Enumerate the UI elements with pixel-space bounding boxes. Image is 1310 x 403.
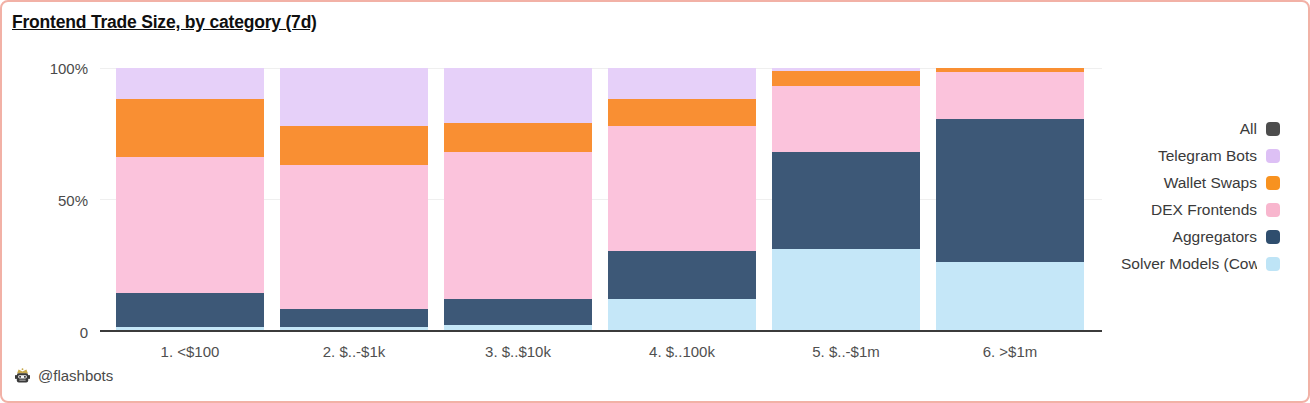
bar-segment-solver-models-cow[interactable]: [772, 249, 920, 330]
bar-segment-aggregators[interactable]: [116, 293, 264, 327]
legend-swatch-solver-models-cow: [1266, 257, 1280, 271]
chart-title: Frontend Trade Size, by category (7d): [12, 12, 317, 33]
plot-area: [100, 68, 1102, 332]
bar-segment-dex-frontends[interactable]: [608, 126, 756, 252]
bar-segment-solver-models-cow[interactable]: [116, 327, 264, 330]
bar-segment-wallet-swaps[interactable]: [280, 126, 428, 165]
bar-segment-dex-frontends[interactable]: [444, 152, 592, 299]
legend-item-aggregators[interactable]: Aggregators: [1121, 223, 1280, 250]
bar-segment-solver-models-cow[interactable]: [280, 327, 428, 330]
bar-5-1m[interactable]: [772, 68, 920, 330]
x-tick-label-6-1m: 6. >$1m: [936, 343, 1084, 360]
bar-segment-wallet-swaps[interactable]: [444, 123, 592, 152]
x-tick-label-1-100: 1. <$100: [116, 343, 264, 360]
legend-item-wallet-swaps[interactable]: Wallet Swaps: [1121, 169, 1280, 196]
legend-label: Wallet Swaps: [1164, 174, 1257, 192]
bar-segment-dex-frontends[interactable]: [116, 157, 264, 293]
x-tick-label-2-1k: 2. $..-$1k: [280, 343, 428, 360]
chart-card: Frontend Trade Size, by category (7d) 10…: [0, 0, 1310, 403]
bar-segment-dex-frontends[interactable]: [280, 165, 428, 309]
bar-2-1k[interactable]: [280, 68, 428, 330]
bar-segment-wallet-swaps[interactable]: [608, 99, 756, 125]
bar-4-100k[interactable]: [608, 68, 756, 330]
bar-segment-dex-frontends[interactable]: [772, 86, 920, 152]
bar-segment-aggregators[interactable]: [280, 309, 428, 327]
bar-segment-aggregators[interactable]: [444, 299, 592, 325]
legend-swatch-telegram-bots: [1266, 149, 1280, 163]
bar-segment-telegram-bots[interactable]: [116, 68, 264, 99]
bar-3-10k[interactable]: [444, 68, 592, 330]
legend-item-all[interactable]: All: [1121, 115, 1280, 142]
legend-label: All: [1240, 120, 1257, 138]
y-tick-label: 0: [40, 324, 88, 341]
legend-swatch-aggregators: [1266, 230, 1280, 244]
legend-swatch-dex-frontends: [1266, 203, 1280, 217]
bar-segment-aggregators[interactable]: [936, 119, 1084, 262]
y-tick-label: 100%: [40, 60, 88, 77]
x-tick-label-4-100k: 4. $..100k: [608, 343, 756, 360]
legend-label: Telegram Bots: [1158, 147, 1257, 165]
bar-segment-solver-models-cow[interactable]: [936, 262, 1084, 330]
legend-label: Aggregators: [1173, 228, 1257, 246]
attribution: @flashbots: [14, 367, 113, 384]
legend: All Telegram Bots Wallet Swaps DEX Frontend…: [1121, 115, 1280, 277]
y-tick-label: 50%: [40, 192, 88, 209]
legend-item-dex-frontends[interactable]: DEX Frontends: [1121, 196, 1280, 223]
bar-segment-wallet-swaps[interactable]: [116, 99, 264, 157]
bar-segment-telegram-bots[interactable]: [444, 68, 592, 123]
flashbots-crowned-robot-icon: [14, 367, 31, 384]
bar-segment-aggregators[interactable]: [608, 251, 756, 298]
x-tick-label-5-1m: 5. $..-$1m: [772, 343, 920, 360]
bar-1-100[interactable]: [116, 68, 264, 330]
legend-label: DEX Frontends: [1151, 201, 1257, 219]
bar-segment-solver-models-cow[interactable]: [608, 299, 756, 330]
bar-segment-dex-frontends[interactable]: [936, 72, 1084, 119]
legend-label: Solver Models (Cow: [1121, 255, 1257, 273]
bar-segment-wallet-swaps[interactable]: [772, 71, 920, 87]
bar-6-1m[interactable]: [936, 68, 1084, 330]
legend-item-solver-models-cow[interactable]: Solver Models (Cow: [1121, 250, 1280, 277]
legend-swatch-all: [1266, 122, 1280, 136]
bar-segment-solver-models-cow[interactable]: [444, 325, 592, 330]
legend-swatch-wallet-swaps: [1266, 176, 1280, 190]
bar-segment-aggregators[interactable]: [772, 152, 920, 249]
x-tick-label-3-10k: 3. $..$10k: [444, 343, 592, 360]
bar-segment-telegram-bots[interactable]: [608, 68, 756, 99]
bar-segment-telegram-bots[interactable]: [280, 68, 428, 126]
attribution-handle: @flashbots: [38, 367, 113, 384]
legend-item-telegram-bots[interactable]: Telegram Bots: [1121, 142, 1280, 169]
